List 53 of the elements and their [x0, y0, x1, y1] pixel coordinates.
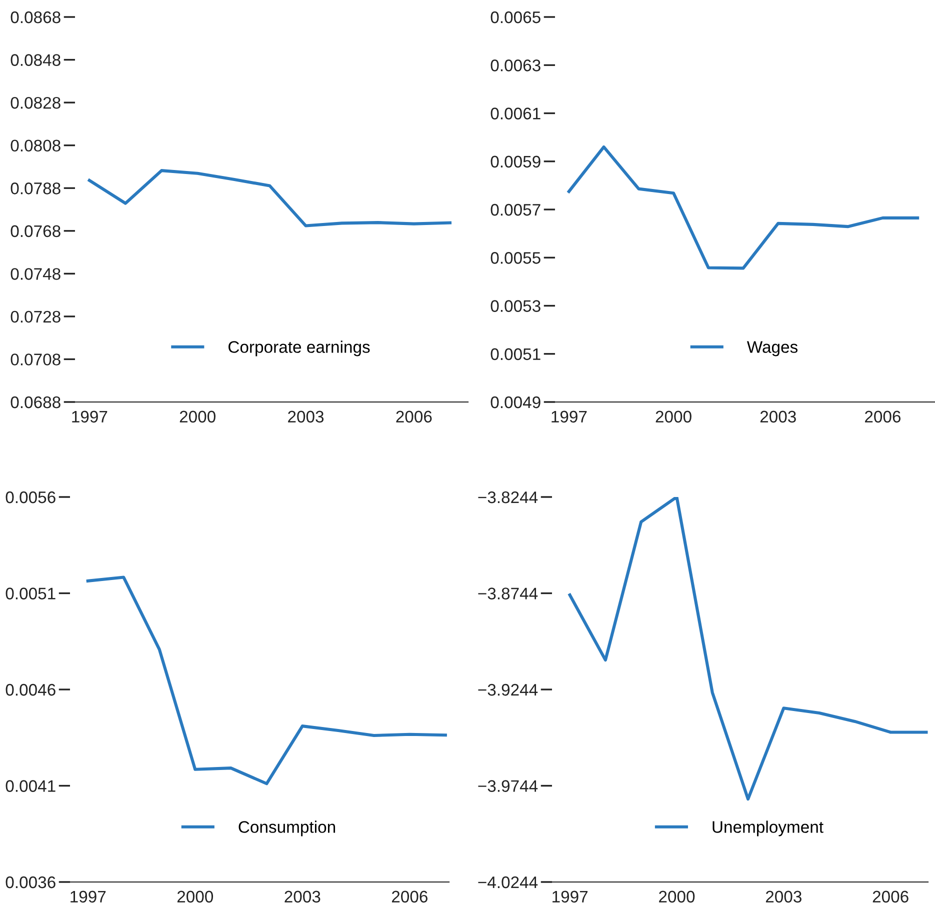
y-tick-label: 0.0059 — [490, 156, 540, 168]
y-tick-label: −3.9744 — [478, 780, 538, 792]
line-series — [568, 497, 928, 801]
x-tick-label: 2006 — [392, 890, 428, 903]
y-tick-label: 0.0036 — [6, 876, 56, 888]
y-tick-label: 0.0868 — [10, 11, 60, 24]
x-tick-label: 2000 — [659, 890, 695, 903]
y-tick-label: 0.0748 — [10, 268, 60, 280]
y-tick-label: 0.0808 — [10, 140, 60, 152]
x-tick-label: 2003 — [766, 890, 802, 903]
y-tick-label: 0.0046 — [6, 684, 56, 696]
x-tick-label: 2003 — [284, 890, 320, 903]
y-tick-label: 0.0708 — [10, 354, 60, 366]
x-tick-label: 2000 — [177, 890, 214, 903]
line-series — [88, 169, 452, 228]
y-tick-label: 0.0728 — [10, 310, 60, 323]
y-tick-label: −3.8244 — [478, 491, 538, 504]
y-tick-label: 0.0768 — [10, 225, 60, 238]
legend-label: Corporate earnings — [228, 340, 370, 356]
x-tick-label: 2000 — [180, 410, 216, 423]
x-tick-label: 1997 — [552, 890, 588, 903]
y-tick-label: 0.0051 — [6, 588, 56, 600]
y-tick-label: 0.0063 — [490, 60, 540, 72]
y-tick-label: −4.0244 — [478, 876, 538, 888]
y-tick-label: −3.8744 — [478, 588, 538, 600]
y-tick-label: 0.0057 — [490, 204, 540, 216]
y-tick-label: 0.0041 — [6, 780, 56, 792]
y-tick-label: −3.9244 — [478, 684, 538, 696]
x-tick-label: 1997 — [72, 410, 108, 423]
x-tick-label: 2006 — [396, 410, 432, 423]
x-tick-label: 2006 — [872, 890, 908, 903]
y-tick-label: 0.0051 — [490, 348, 540, 360]
x-tick-label: 2003 — [760, 410, 796, 423]
legend-label: Unemployment — [712, 820, 824, 836]
x-tick-label: 1997 — [70, 890, 106, 903]
y-tick-label: 0.0065 — [490, 11, 540, 24]
y-tick-label: 0.0056 — [6, 491, 56, 504]
y-tick-label: 0.0688 — [10, 396, 60, 408]
y-tick-label: 0.0848 — [10, 54, 60, 66]
x-tick-label: 2000 — [656, 410, 692, 423]
y-tick-label: 0.0061 — [490, 108, 540, 120]
line-series — [86, 576, 447, 786]
y-tick-label: 0.0828 — [10, 96, 60, 109]
x-tick-label: 2006 — [865, 410, 901, 423]
x-tick-label: 1997 — [552, 410, 587, 423]
legend-label: Wages — [746, 341, 798, 356]
y-tick-label: 0.0055 — [490, 252, 540, 264]
legend-label: Consumption — [238, 820, 336, 836]
y-tick-label: 0.0788 — [10, 182, 60, 194]
x-tick-label: 2003 — [288, 410, 324, 423]
y-tick-label: 0.0049 — [490, 396, 540, 408]
line-series — [567, 145, 920, 270]
y-tick-label: 0.0053 — [490, 300, 540, 312]
